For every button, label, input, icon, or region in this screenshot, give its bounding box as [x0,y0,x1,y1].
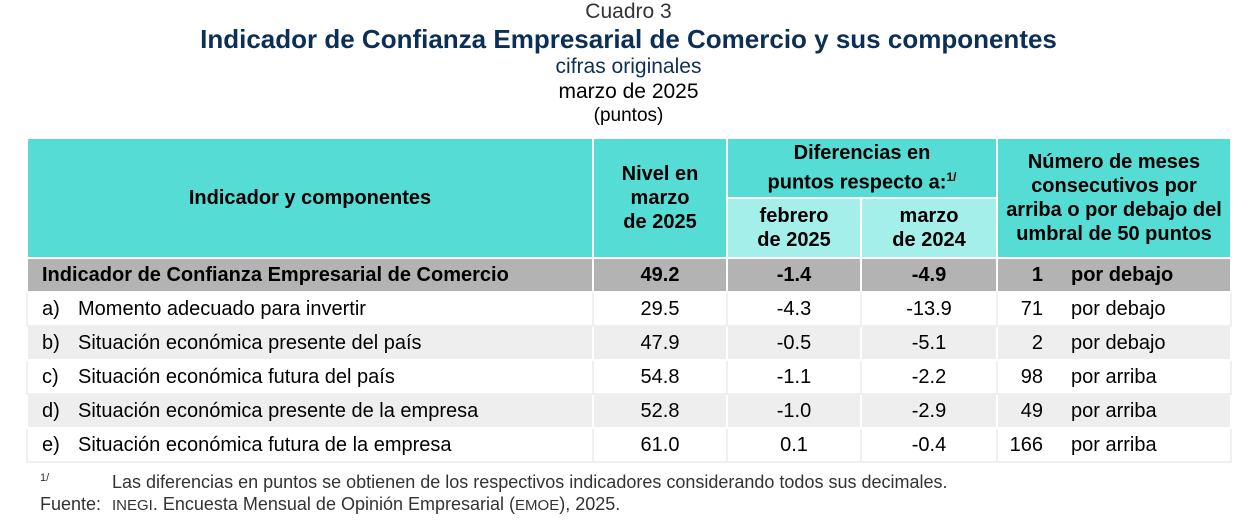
column-header-differences: Diferencias en puntos respecto a:1/ [726,137,998,199]
row-level: 47.9 [592,325,728,361]
row-months: 2 por debajo [996,325,1232,361]
row-level: 49.2 [592,257,728,293]
footnote-mark: 1/ [40,472,50,484]
row-diff-mar: -0.4 [860,427,998,463]
table-date: marzo de 2025 [558,80,699,103]
row-diff-mar: -2.2 [860,359,998,395]
row-diff-feb: -1.1 [726,359,862,395]
row-direction: por debajo [1071,297,1166,320]
row-count: 1 [1031,263,1043,286]
row-diff-feb: -4.3 [726,291,862,327]
row-diff-mar: -2.9 [860,393,998,429]
table-notes: 1/Las diferencias en puntos se obtienen … [40,467,948,517]
row-direction: por arriba [1071,365,1157,388]
row-diff-feb: -0.5 [726,325,862,361]
row-count: 71 [1020,297,1043,320]
row-level: 54.8 [592,359,728,395]
row-months: 98 por arriba [996,359,1232,395]
row-count: 49 [1020,399,1043,422]
data-table: Indicador y componentes Nivel en marzo de … [26,137,1232,463]
row-direction: por arriba [1071,433,1157,456]
row-months: 1 por debajo [996,257,1232,293]
row-label: e) Situación económica futura de la empre… [26,427,594,463]
column-header-mar-2024: marzo de 2024 [860,197,998,259]
row-label: a) Momento adecuado para invertir [26,291,594,327]
source-note: Fuente: INEGI. Encuesta Mensual de Opinió… [40,494,621,514]
table-units: (puntos) [593,105,664,126]
table-row-main-indicator: Indicador de Confianza Empresarial de Co… [26,257,1232,293]
footnote-text: Las diferencias en puntos se obtienen de… [112,472,948,492]
column-header-feb-2025: febrero de 2025 [726,197,862,259]
column-header-months: Número de meses consecutivos por arriba o … [996,137,1232,259]
footnote: 1/Las diferencias en puntos se obtienen … [40,467,948,493]
row-diff-feb: -1.4 [726,257,862,293]
table-row: e) Situación económica futura de la empre… [26,427,1232,463]
table-number: Cuadro 3 [585,0,672,23]
row-diff-mar: -4.9 [860,257,998,293]
row-direction: por debajo [1071,331,1166,354]
row-level: 29.5 [592,291,728,327]
row-label: d) Situación económica presente de la emp… [26,393,594,429]
row-count: 166 [1009,433,1043,456]
row-diff-mar: -13.9 [860,291,998,327]
row-level: 52.8 [592,393,728,429]
row-diff-feb: -1.0 [726,393,862,429]
column-header-indicator: Indicador y componentes [26,137,594,259]
row-months: 166 por arriba [996,427,1232,463]
row-label: Indicador de Confianza Empresarial de Co… [26,257,594,293]
row-level: 61.0 [592,427,728,463]
row-label: b) Situación económica presente del país [26,325,594,361]
table-row: c) Situación económica futura del país 54… [26,359,1232,395]
row-direction: por arriba [1071,399,1157,422]
row-diff-mar: -5.1 [860,325,998,361]
source-label: Fuente: [40,494,102,514]
table-row: b) Situación económica presente del país … [26,325,1232,361]
table-header: Cuadro 3 Indicador de Confianza Empresar… [0,0,1257,127]
table-title: Indicador de Confianza Empresarial de Co… [200,24,1057,54]
row-diff-feb: 0.1 [726,427,862,463]
table-row: d) Situación económica presente de la emp… [26,393,1232,429]
column-header-level: Nivel en marzo de 2025 [592,137,728,259]
row-count: 2 [1031,331,1043,354]
table-subtitle: cifras originales [555,55,702,78]
row-months: 49 por arriba [996,393,1232,429]
table-row: a) Momento adecuado para invertir 29.5 -4… [26,291,1232,327]
row-count: 98 [1020,365,1043,388]
row-label: c) Situación económica futura del país [26,359,594,395]
row-direction: por debajo [1071,263,1174,286]
row-months: 71 por debajo [996,291,1232,327]
